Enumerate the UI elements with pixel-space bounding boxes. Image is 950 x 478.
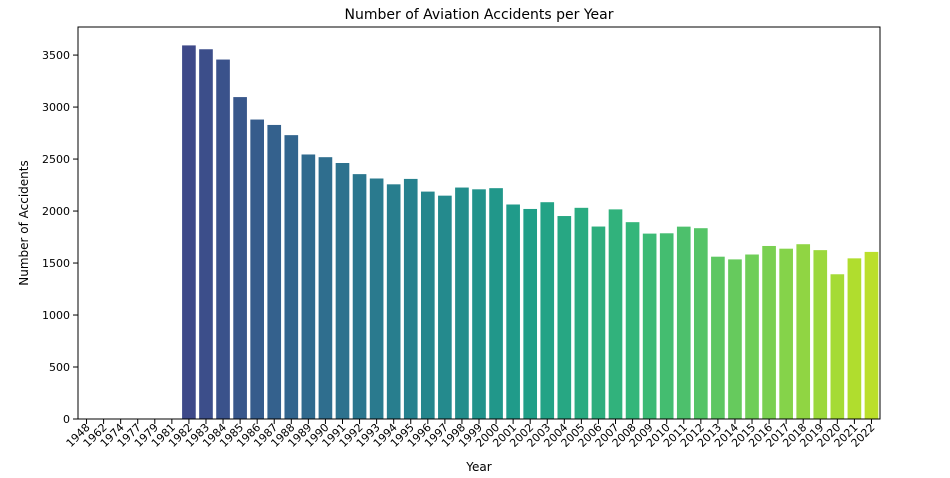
bar-1988: [284, 135, 299, 419]
bar-2014: [728, 259, 742, 419]
y-axis: 0 500 1000 1500 2000 2500 3000 3500: [42, 49, 78, 426]
y-tick-label: 3000: [42, 101, 70, 114]
bar-2000: [489, 188, 503, 419]
y-tick-label: 1500: [42, 257, 70, 270]
bar-2004: [557, 216, 572, 419]
bar-2019: [813, 250, 828, 419]
bar-1999: [472, 189, 486, 419]
bar-1983: [199, 49, 213, 419]
bar-1984: [216, 59, 230, 420]
bar-2018: [796, 244, 811, 419]
bar-2005: [574, 207, 589, 419]
bar-2011: [676, 226, 691, 419]
bar-2021: [847, 258, 862, 419]
bars-group: [79, 45, 879, 420]
bar-1986: [250, 119, 264, 420]
bar-1991: [335, 163, 350, 419]
bar-2020: [830, 274, 845, 419]
bar-2022: [864, 251, 879, 419]
bar-2010: [659, 233, 674, 419]
chart-title: Number of Aviation Accidents per Year: [345, 7, 614, 23]
x-axis-label: Year: [465, 460, 491, 474]
y-tick-label: 500: [49, 361, 70, 374]
y-tick-label: 1000: [42, 309, 70, 322]
bar-1990: [318, 157, 333, 419]
bar-2015: [745, 254, 759, 419]
bar-1998: [455, 187, 469, 419]
bar-1982: [182, 45, 196, 420]
bar-1995: [403, 178, 418, 419]
y-tick-label: 2000: [42, 205, 70, 218]
bar-1992: [352, 174, 367, 419]
bar-2008: [625, 222, 640, 419]
bar-1994: [386, 184, 401, 419]
bar-2003: [540, 202, 555, 419]
bar-2016: [762, 245, 776, 419]
y-tick-label: 3500: [42, 49, 70, 62]
x-axis: 1948196219741977197919811982198319841985…: [64, 419, 878, 450]
bar-2007: [608, 209, 623, 419]
bar-2013: [711, 256, 725, 419]
bar-2001: [506, 204, 520, 419]
bar-1993: [369, 178, 384, 419]
y-tick-label: 2500: [42, 153, 70, 166]
bar-1997: [438, 195, 452, 419]
bar-2009: [642, 233, 657, 419]
y-axis-label: Number of Accidents: [17, 160, 31, 286]
y-tick-label: 0: [63, 413, 70, 426]
bar-2006: [591, 226, 606, 419]
bar-2017: [779, 248, 793, 419]
bar-1985: [233, 97, 247, 419]
bar-1996: [420, 191, 435, 419]
bar-1987: [267, 124, 282, 420]
bar-1989: [301, 154, 316, 420]
bar-2012: [694, 228, 708, 419]
bar-2002: [523, 208, 538, 419]
